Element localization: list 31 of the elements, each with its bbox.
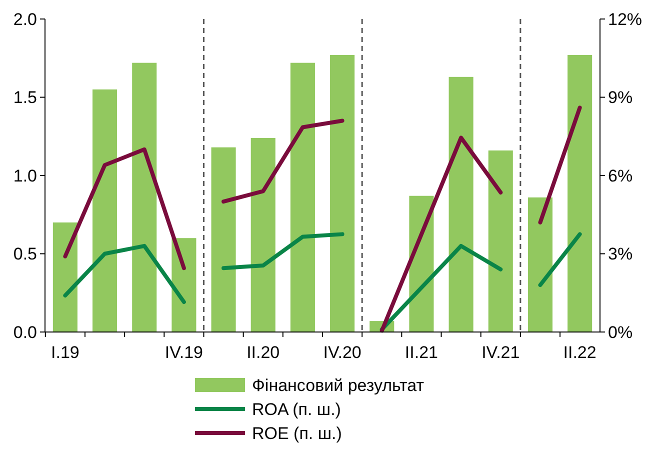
y-tick-label: 1.5	[13, 88, 37, 108]
bar	[132, 62, 157, 332]
y2-tick-label: 0%	[608, 322, 633, 342]
x-tick-label: IV.19	[164, 343, 204, 362]
x-tick-label: II.22	[563, 343, 596, 362]
x-tick-label: II.21	[404, 343, 438, 362]
x-tick-label: IV.20	[323, 343, 362, 362]
y2-tick-label: 6%	[608, 166, 633, 186]
bar	[528, 197, 552, 332]
bar	[211, 147, 236, 332]
x-tick-label: I.19	[51, 343, 80, 362]
y2-tick-label: 3%	[608, 244, 633, 264]
bar	[290, 62, 315, 332]
x-tick-label: IV.21	[482, 343, 520, 362]
bar	[250, 138, 276, 332]
y-tick-label: 0.0	[13, 322, 37, 342]
x-tick-label: II.20	[246, 343, 280, 362]
bar	[448, 76, 474, 332]
y2-tick-label: 9%	[608, 88, 633, 108]
legend-label: ROA (п. ш.)	[252, 400, 341, 419]
bar	[330, 54, 355, 332]
bar	[52, 222, 78, 332]
legend-label: Фінансовий результат	[252, 376, 424, 395]
y-tick-label: 2.0	[13, 10, 37, 29]
bar	[568, 54, 592, 332]
y-tick-label: 0.5	[13, 244, 37, 264]
legend-label: ROE (п. ш.)	[252, 424, 342, 443]
y2-tick-label: 12%	[608, 10, 642, 29]
y-tick-label: 1.0	[13, 166, 37, 186]
bar	[92, 89, 118, 332]
bar	[488, 150, 513, 332]
